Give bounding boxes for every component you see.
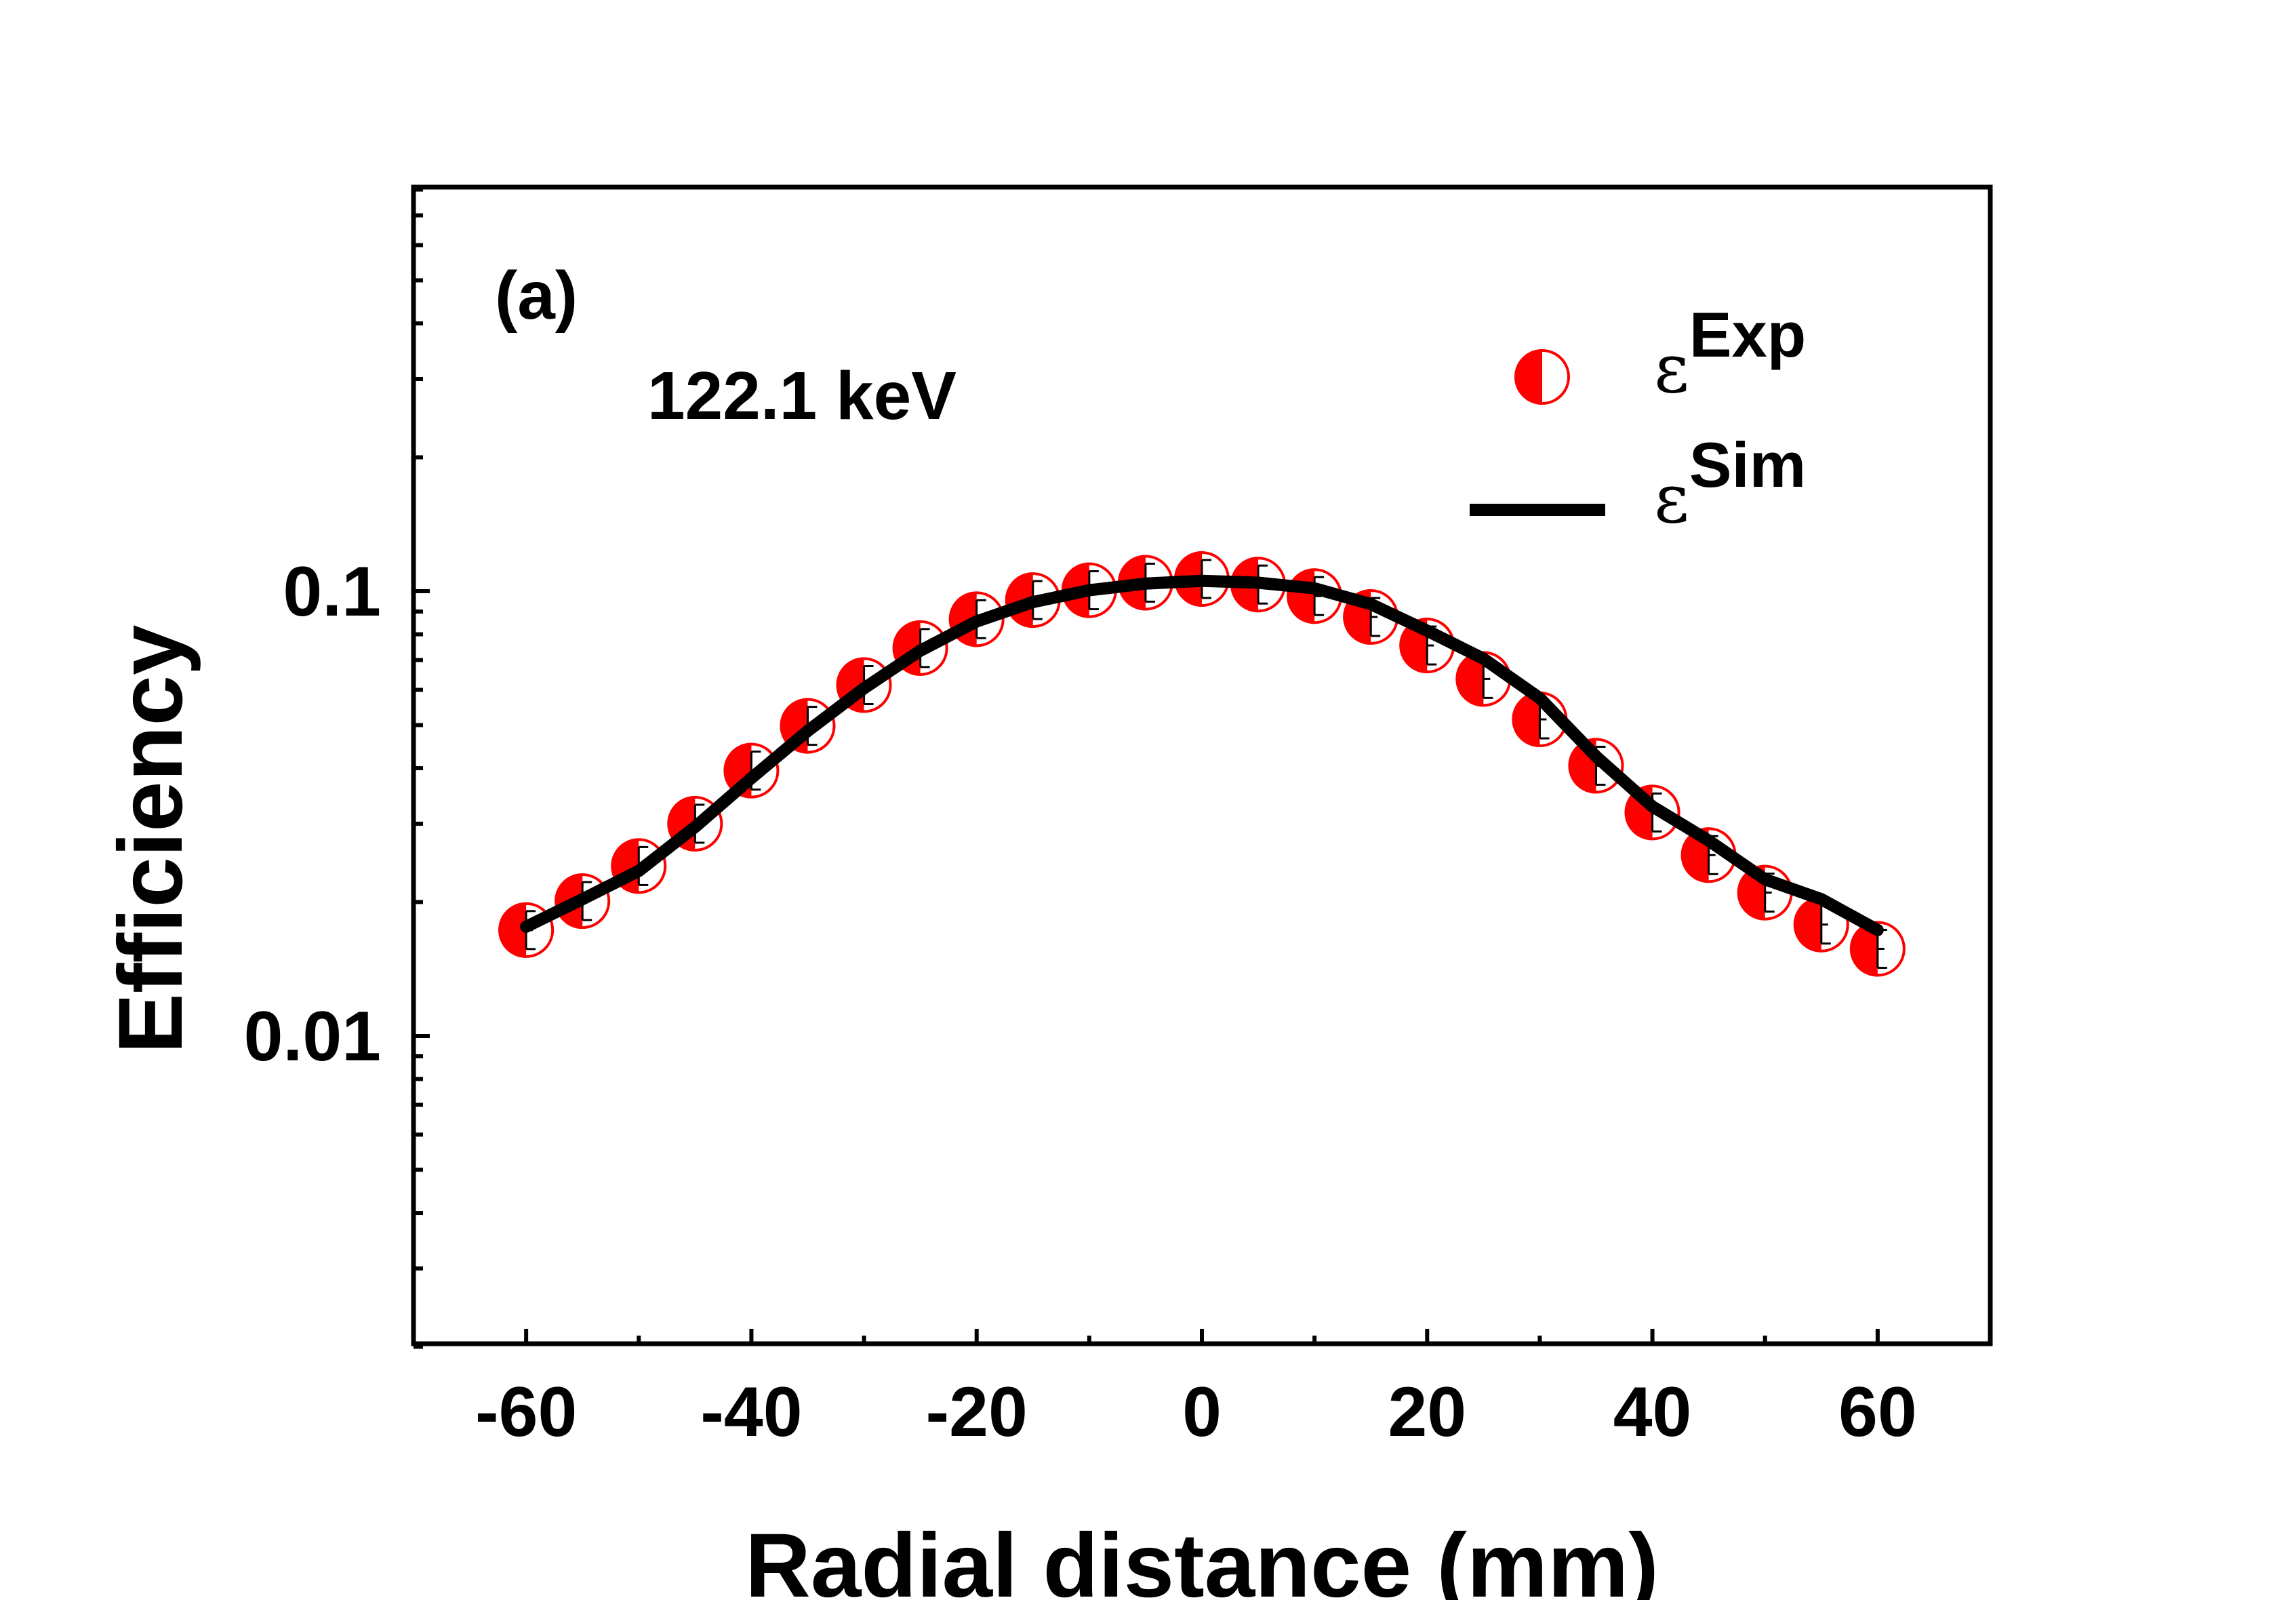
plot-frame (411, 184, 1993, 1346)
legend: εExp εSim (1470, 299, 1806, 538)
legend-sim-label: εSim (1654, 429, 1806, 538)
exp-series (498, 551, 1906, 977)
x-tick-label: -60 (475, 1373, 577, 1452)
sim-series-line (520, 574, 1884, 936)
energy-label: 122.1 keV (647, 358, 956, 434)
legend-exp-marker (1514, 349, 1570, 405)
exp-point-fill (1793, 896, 1821, 953)
x-tick-label: 0 (1182, 1373, 1222, 1452)
x-tick-label: 60 (1838, 1373, 1917, 1452)
x-tick-labels: -60 -40 -20 0 20 40 60 (475, 1373, 1917, 1452)
x-tick-label: -20 (926, 1373, 1028, 1452)
x-tick-label: 40 (1613, 1373, 1692, 1452)
exp-point-fill (498, 902, 527, 958)
y-tick-label: 0.1 (283, 553, 381, 631)
exp-point-fill (1849, 921, 1878, 977)
exp-point (1849, 921, 1906, 977)
y-tick-label: 0.01 (244, 997, 381, 1076)
panel-label: (a) (495, 258, 578, 334)
legend-exp-label: εExp (1654, 299, 1806, 408)
y-tick-labels: 0.01 0.1 (244, 553, 381, 1076)
x-tick-label: 20 (1388, 1373, 1466, 1452)
exp-point-fill (1512, 692, 1540, 748)
exp-point-fill (1455, 651, 1484, 707)
x-tick-label: -40 (700, 1373, 802, 1452)
y-axis-title: Efficiency (100, 624, 201, 1054)
x-axis-title: Radial distance (mm) (745, 1515, 1659, 1600)
